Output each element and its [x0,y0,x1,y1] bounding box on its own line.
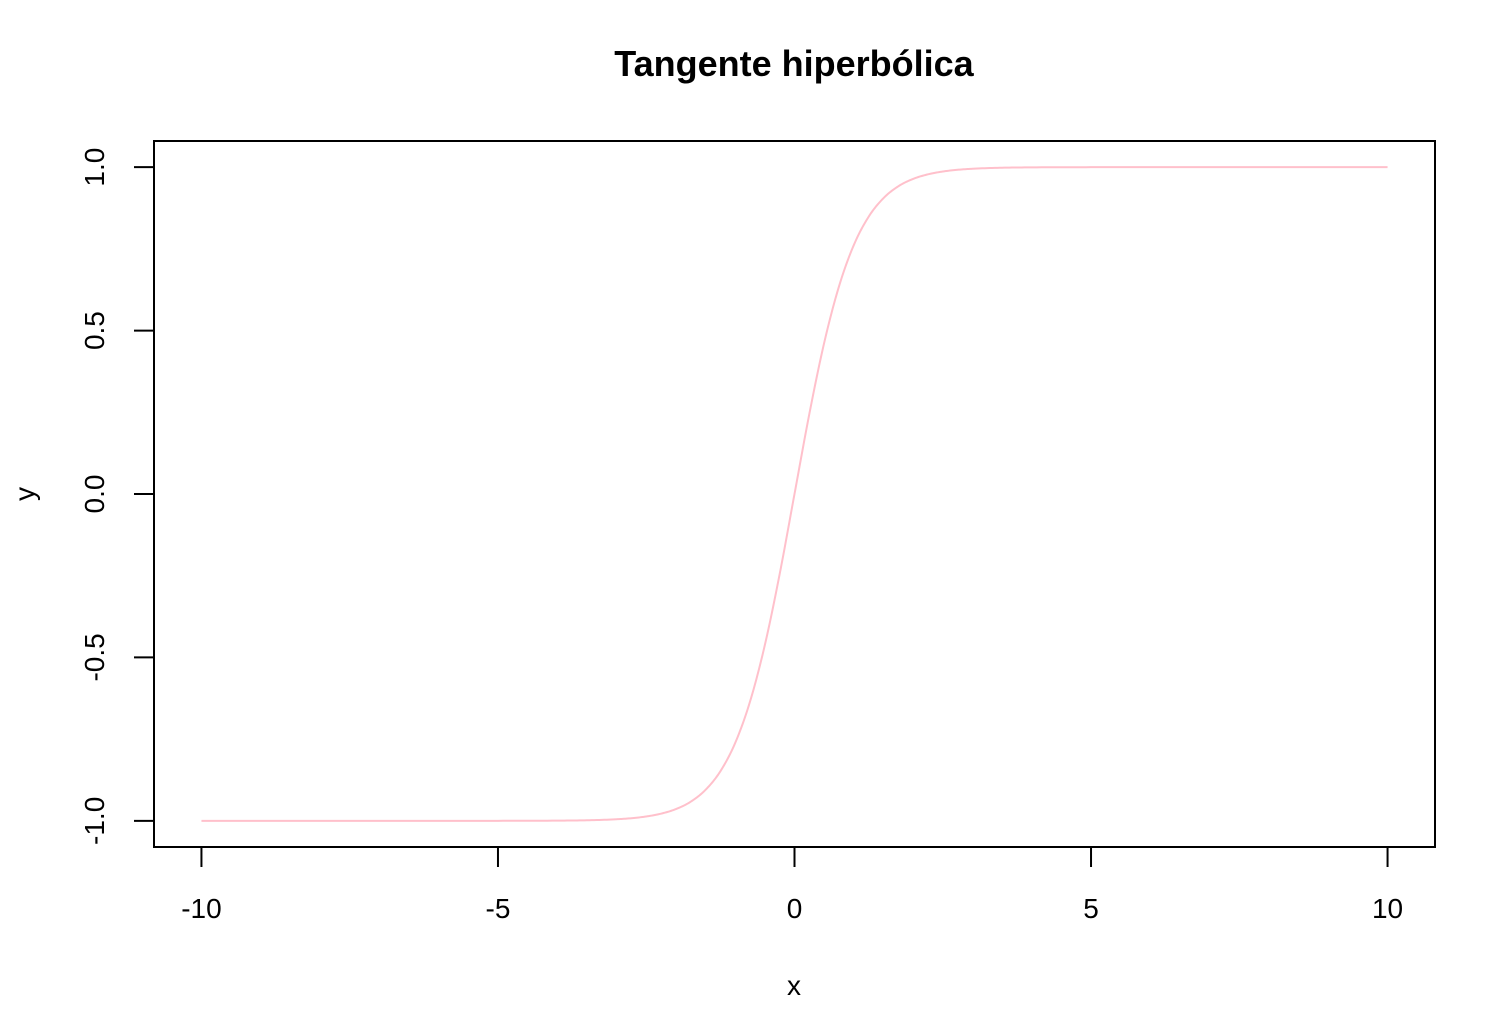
y-tick-label: 0.5 [79,311,110,350]
y-axis: -1.0 -0.5 0.0 0.5 1.0 [79,148,155,845]
series-layer [201,166,1388,822]
y-tick-label: -1.0 [79,797,110,845]
y-tick-label: -0.5 [79,633,110,681]
y-axis-label: y [9,487,40,501]
x-axis: -10 -5 0 5 10 [181,846,1403,924]
x-tick-label: 5 [1083,893,1099,924]
chart-title: Tangente hiperbólica [614,43,974,84]
y-tick-label: 1.0 [79,148,110,187]
x-tick-label: -10 [181,893,221,924]
x-axis-label: x [787,970,801,1001]
series-line-0 [201,166,1388,822]
x-tick-label: 10 [1372,893,1403,924]
x-tick-label: -5 [486,893,511,924]
y-tick-label: 0.0 [79,475,110,514]
x-tick-label: 0 [787,893,803,924]
